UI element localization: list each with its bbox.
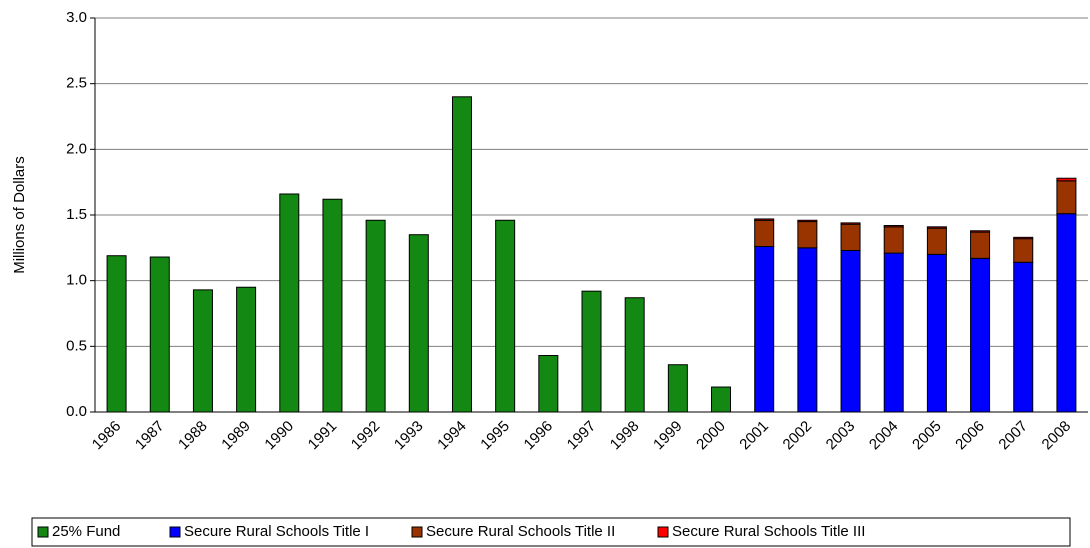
x-tick-label: 1996 <box>520 418 556 454</box>
bar-segment <box>365 219 386 413</box>
x-tick-label: 1992 <box>348 418 384 454</box>
x-tick-label: 1998 <box>607 418 643 454</box>
bar-segment <box>624 297 645 413</box>
bar-segment <box>926 253 947 413</box>
legend-swatch <box>37 526 49 538</box>
x-tick-label: 2000 <box>693 418 729 454</box>
bar-segment <box>667 364 688 413</box>
y-tick-label: 2.0 <box>66 140 87 157</box>
x-tick-label: 1988 <box>175 418 211 454</box>
legend-swatch <box>169 526 181 538</box>
bar-segment <box>581 290 602 413</box>
legend-label: Secure Rural Schools Title I <box>184 523 369 540</box>
x-tick-label: 1995 <box>477 418 513 454</box>
bar-segment <box>236 286 257 413</box>
legend-label: Secure Rural Schools Title II <box>426 523 615 540</box>
bar-segment <box>926 226 947 229</box>
bar-segment <box>970 230 991 233</box>
bar-segment <box>495 219 516 413</box>
bar-segment <box>1056 180 1077 215</box>
bar-segment <box>192 289 213 413</box>
bar-segment <box>840 249 861 413</box>
x-tick-label: 1991 <box>305 418 341 454</box>
x-tick-label: 2008 <box>1039 418 1075 454</box>
bar-segment <box>754 246 775 413</box>
legend-swatch <box>657 526 669 538</box>
bar-segment <box>106 255 127 413</box>
bar-segment <box>883 225 904 228</box>
x-tick-label: 1990 <box>261 418 297 454</box>
x-tick-label: 2003 <box>823 418 859 454</box>
x-tick-label: 2001 <box>736 418 772 454</box>
bar-segment <box>1056 213 1077 413</box>
bar-segment <box>797 247 818 413</box>
bar-segment <box>1056 177 1077 182</box>
x-tick-label: 1986 <box>89 418 125 454</box>
legend-box <box>31 517 1071 547</box>
x-tick-label: 1987 <box>132 418 168 454</box>
bar-segment <box>970 231 991 259</box>
y-tick-label: 3.0 <box>66 9 87 26</box>
y-tick-label: 0.5 <box>66 337 87 354</box>
y-tick-label: 0.0 <box>66 403 87 420</box>
x-tick-label: 2005 <box>909 418 945 454</box>
bar-segment <box>322 198 343 413</box>
bar-segment <box>279 193 300 413</box>
bar-segment <box>149 256 170 413</box>
bar-segment <box>883 252 904 413</box>
y-tick-label: 1.5 <box>66 206 87 223</box>
x-tick-label: 2004 <box>866 418 902 454</box>
bar-segment <box>451 96 472 413</box>
y-tick-label: 2.5 <box>66 75 87 92</box>
legend-label: Secure Rural Schools Title III <box>672 523 865 540</box>
y-tick-label: 1.0 <box>66 272 87 289</box>
bar-segment <box>1013 238 1034 263</box>
bar-segment <box>926 227 947 255</box>
legend-swatch <box>411 526 423 538</box>
bar-segment <box>711 386 732 413</box>
x-tick-label: 1999 <box>650 418 686 454</box>
x-tick-label: 1997 <box>564 418 600 454</box>
x-tick-label: 2002 <box>780 418 816 454</box>
bar-segment <box>1013 236 1034 240</box>
bar-segment <box>408 234 429 413</box>
x-tick-label: 1989 <box>218 418 254 454</box>
bar-segment <box>840 223 861 251</box>
x-tick-label: 2006 <box>952 418 988 454</box>
bar-segment <box>1013 261 1034 413</box>
y-axis-label: Millions of Dollars <box>11 156 28 274</box>
bar-segment <box>754 219 775 248</box>
bar-segment <box>970 257 991 413</box>
x-tick-label: 2007 <box>995 418 1031 454</box>
x-tick-label: 1994 <box>434 418 470 454</box>
bar-segment <box>754 218 775 221</box>
bar-segment <box>840 222 861 225</box>
x-tick-label: 1993 <box>391 418 427 454</box>
bar-segment <box>797 219 818 223</box>
bar-segment <box>797 221 818 249</box>
bar-segment <box>883 226 904 254</box>
legend-label: 25% Fund <box>52 523 120 540</box>
bar-segment <box>538 355 559 413</box>
